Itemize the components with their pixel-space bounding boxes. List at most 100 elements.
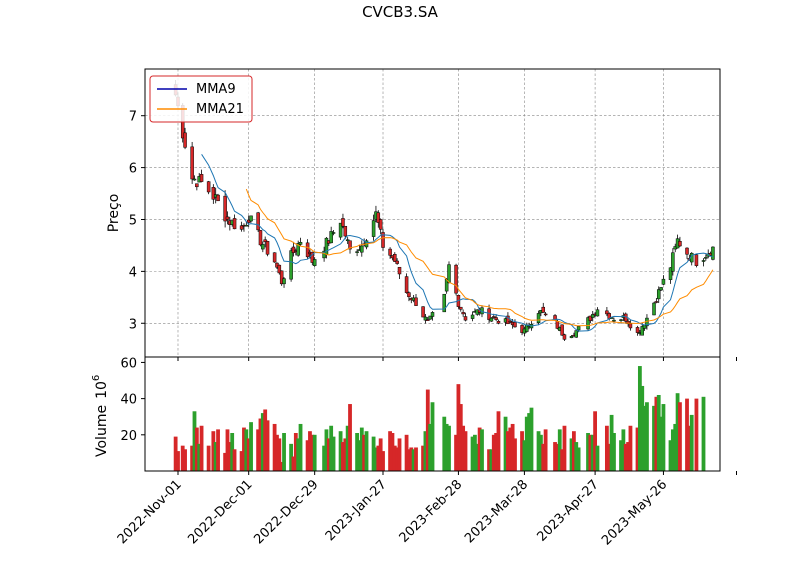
volume-bars — [173, 366, 706, 471]
candle-body — [407, 292, 411, 298]
candle-body — [239, 225, 244, 230]
volume-bar — [571, 431, 576, 471]
volume-bar — [678, 402, 682, 471]
volume-bar — [293, 433, 298, 471]
volume-bar — [576, 447, 581, 471]
candle-body — [289, 250, 293, 280]
volume-bar — [225, 429, 230, 471]
candle-body — [560, 324, 564, 336]
volume-bar — [574, 442, 579, 471]
legend-box — [149, 75, 253, 123]
volume-bar — [249, 422, 253, 471]
volume-bar — [275, 434, 279, 471]
volume-bar — [463, 431, 468, 471]
candle-body — [223, 195, 227, 222]
price-tick-label: 4 — [129, 265, 137, 280]
volume-bar — [670, 429, 675, 471]
candle-body — [272, 252, 277, 263]
volume-bar — [562, 425, 567, 471]
candle-body — [355, 251, 359, 253]
volume-bar — [180, 445, 185, 471]
candle-body — [492, 316, 496, 318]
volume-bar — [430, 402, 435, 471]
volume-bar — [232, 449, 237, 471]
candle-body — [640, 326, 644, 336]
candle-body — [659, 287, 663, 291]
volume-bar — [428, 423, 433, 471]
volume-bar — [421, 445, 425, 471]
candle-body — [654, 301, 659, 303]
candle-body — [428, 315, 432, 320]
x-tick-label: 2023-Feb-28 — [397, 477, 466, 546]
candle-body — [338, 222, 343, 238]
volume-bar — [190, 445, 195, 471]
candle-body — [562, 334, 567, 340]
candle-body — [459, 306, 463, 310]
volume-bar — [689, 414, 694, 471]
volume-bar — [296, 438, 301, 471]
volume-bar — [607, 443, 612, 471]
candle-body — [211, 187, 216, 200]
moving-averages — [201, 154, 714, 332]
volume-bar — [279, 461, 284, 471]
volume-bar — [444, 423, 449, 471]
volume-bar — [407, 449, 411, 471]
volume-bar — [322, 445, 326, 471]
volume-bar — [668, 440, 673, 471]
volume-bar — [197, 443, 202, 471]
volume-bar — [461, 425, 466, 471]
volume-bar — [458, 404, 463, 471]
candle-body — [671, 252, 675, 272]
volume-bar — [194, 427, 199, 471]
volume-bar — [343, 438, 348, 471]
candle-body — [426, 319, 430, 321]
candle-body — [378, 219, 383, 230]
volume-bar — [265, 420, 270, 471]
price-tick-label: 7 — [129, 110, 137, 125]
volume-bar — [520, 431, 524, 471]
volume-bar — [239, 451, 244, 471]
volume-bar — [425, 389, 430, 471]
x-tick-label: 2022-Dec-29 — [251, 477, 321, 547]
candle-body — [470, 314, 475, 319]
ma21-line — [245, 188, 714, 327]
legend: MMA9 MMA21 — [149, 75, 253, 123]
volume-bar — [470, 436, 475, 471]
candle-body — [605, 310, 609, 315]
volume-bar — [291, 456, 296, 471]
candle-body — [685, 247, 689, 255]
volume-bar — [588, 434, 593, 471]
candle-body — [489, 317, 494, 322]
candle-body — [576, 326, 581, 331]
volume-bar — [675, 393, 680, 471]
volume-bar — [263, 409, 268, 471]
volume-bar — [282, 433, 286, 471]
volume-bar — [199, 425, 204, 471]
candle-body — [626, 320, 630, 325]
volume-bar — [411, 449, 416, 471]
candle-body — [404, 276, 409, 293]
volume-bar — [289, 443, 294, 471]
candle-body — [421, 306, 425, 318]
volume-bar — [376, 445, 381, 471]
volume-bar — [560, 449, 565, 471]
volume-bar — [390, 433, 395, 471]
volume-bar — [442, 416, 447, 471]
volume-bar — [355, 433, 359, 471]
candle-body — [305, 242, 310, 258]
candle-body — [190, 146, 194, 180]
volume-bar — [640, 385, 645, 471]
volume-bar — [527, 413, 532, 471]
volume-bar — [409, 447, 414, 471]
volume-bar — [341, 442, 345, 471]
volume-bar — [213, 442, 218, 471]
volume-axis-label-group: Volume106 — [91, 375, 110, 457]
candle-body — [298, 242, 303, 245]
candle-body — [678, 241, 682, 247]
candle-body — [619, 319, 623, 321]
volume-bar — [654, 396, 659, 471]
volume-bar — [473, 434, 477, 471]
volume-bar — [362, 434, 367, 471]
volume-bar — [447, 425, 451, 471]
volume-bar — [456, 384, 461, 471]
